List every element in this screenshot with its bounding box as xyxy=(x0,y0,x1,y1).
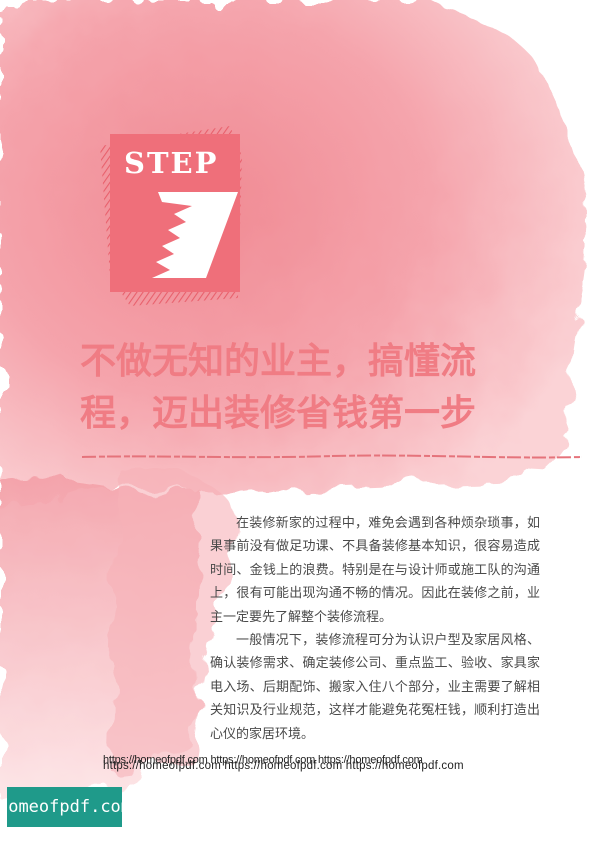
watermark-line-1[interactable]: https://homeofpdf.com https://homeofpdf.… xyxy=(103,754,423,766)
headline-line-2: 程，迈出装修省钱第一步 xyxy=(80,393,477,434)
watermark-line-2[interactable]: https://homeofpdf.com https://homeofpdf.… xyxy=(103,760,464,772)
body-paragraph-2: 一般情况下，装修流程可分为认识户型及家居风格、确认装修需求、确定装修公司、重点监… xyxy=(210,633,540,742)
body-text: 在装修新家的过程中，难免会遇到各种烦杂琐事，如果事前没有做足功课、不具备装修基本… xyxy=(210,512,540,746)
body-paragraph-1: 在装修新家的过程中，难免会遇到各种烦杂琐事，如果事前没有做足功课、不具备装修基本… xyxy=(210,516,540,625)
step-number-7-graphic xyxy=(152,192,238,278)
brush-divider xyxy=(82,454,582,459)
headline-line-1: 不做无知的业主，搞懂流 xyxy=(80,341,477,382)
page-headline: 不做无知的业主，搞懂流 程，迈出装修省钱第一步 xyxy=(80,336,550,440)
step-label: STEP xyxy=(124,146,219,180)
homeofpdf-badge[interactable]: homeofpdf.com xyxy=(0,787,131,827)
